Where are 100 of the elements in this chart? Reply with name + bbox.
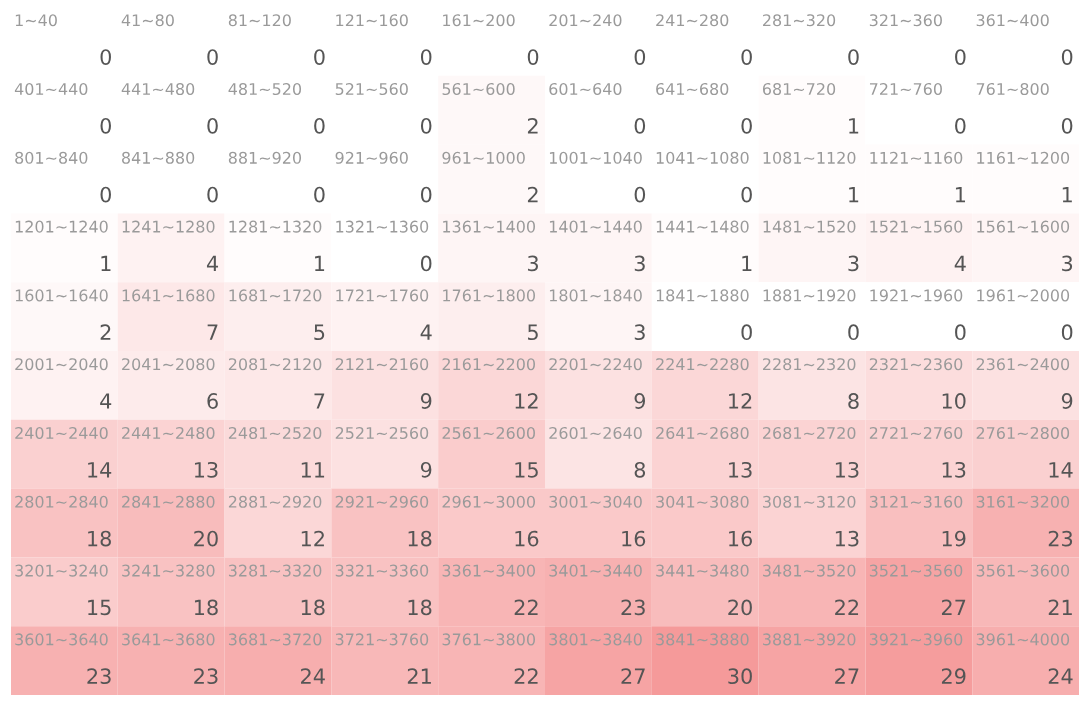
text: 1~40 <box>15 14 57 27</box>
data-label: 16 <box>622 530 646 547</box>
data-label: 0 <box>207 49 218 65</box>
text: 2321~2360 <box>869 358 963 371</box>
text: 3601~3640 <box>15 633 108 646</box>
data-label: 27 <box>621 668 645 684</box>
text: 2241~2280 <box>656 358 749 371</box>
text: 3081~3120 <box>763 495 856 508</box>
text: 1841~1880 <box>656 289 749 302</box>
text: 1041~1080 <box>656 151 749 164</box>
text: 561~600 <box>442 82 515 96</box>
text: 1801~1840 <box>549 289 642 302</box>
text: 3801~3840 <box>549 633 642 646</box>
data-label: 11 <box>301 462 325 478</box>
text: 2601~2640 <box>549 426 642 440</box>
data-label: 19 <box>942 530 966 547</box>
data-label: 5 <box>314 324 325 341</box>
text: 2641~2680 <box>656 426 749 440</box>
text: 3521~3560 <box>869 564 963 577</box>
data-label: 4 <box>420 324 432 340</box>
text: 3321~3360 <box>335 564 429 577</box>
data-label: 3 <box>634 255 645 272</box>
text: 2361~2400 <box>976 358 1070 371</box>
data-label: 18 <box>408 599 432 616</box>
text: 1441~1480 <box>656 220 749 233</box>
data-label: 0 <box>314 49 325 65</box>
text: 881~920 <box>228 151 302 164</box>
text: 1521~1560 <box>870 220 963 233</box>
data-label: 30 <box>728 668 752 685</box>
data-label: 0 <box>420 117 432 134</box>
data-label: 0 <box>634 117 646 134</box>
text: 1361~1400 <box>443 220 535 233</box>
data-label: 0 <box>100 117 111 134</box>
text: 41~80 <box>121 14 174 27</box>
text: 3761~3800 <box>442 633 535 646</box>
data-label: 10 <box>942 393 966 409</box>
text: 1601~1640 <box>15 289 108 302</box>
text: 401~440 <box>14 82 88 96</box>
data-label: 9 <box>634 393 646 409</box>
text: 481~520 <box>228 82 302 96</box>
text: 81~120 <box>228 14 291 27</box>
data-label: 13 <box>729 461 752 478</box>
data-label: 0 <box>420 186 432 203</box>
data-label: 3 <box>1062 255 1073 272</box>
data-label: 13 <box>194 461 218 478</box>
text: 1281~1320 <box>229 220 322 233</box>
data-label: 0 <box>741 117 752 134</box>
text: 2121~2160 <box>335 358 429 371</box>
text: 1561~1600 <box>977 220 1070 233</box>
data-label: 29 <box>941 668 966 685</box>
text: 2881~2920 <box>228 495 322 508</box>
text: 3361~3400 <box>442 564 535 577</box>
data-label: 0 <box>1061 117 1073 134</box>
text: 2961~3000 <box>442 495 535 508</box>
data-label: 27 <box>941 599 966 615</box>
data-label: 2 <box>100 324 111 340</box>
data-label: 0 <box>955 117 966 134</box>
text: 2761~2800 <box>976 426 1070 440</box>
text: 2481~2520 <box>228 426 322 440</box>
data-label: 13 <box>835 530 859 547</box>
data-label: 1 <box>849 118 859 134</box>
text: 2521~2560 <box>335 426 429 440</box>
text: 161~200 <box>443 14 515 27</box>
data-label: 20 <box>194 530 218 547</box>
data-label: 4 <box>206 255 219 271</box>
data-label: 27 <box>835 668 859 684</box>
data-label: 1 <box>1062 187 1072 203</box>
text: 1681~1720 <box>229 289 322 302</box>
text: 2681~2720 <box>763 426 856 440</box>
data-label: 9 <box>1061 393 1073 409</box>
text: 3881~3920 <box>763 633 856 646</box>
text: 1201~1240 <box>15 220 108 233</box>
data-label: 20 <box>728 599 752 616</box>
text: 3681~3720 <box>228 633 322 646</box>
data-label: 21 <box>1048 599 1072 615</box>
text: 3161~3200 <box>976 495 1070 508</box>
data-label: 12 <box>515 393 538 409</box>
data-label: 22 <box>514 599 538 615</box>
data-label: 0 <box>741 49 752 65</box>
data-label: 4 <box>954 255 966 271</box>
data-label: 0 <box>848 324 859 341</box>
data-label: 3 <box>848 255 859 272</box>
data-label: 15 <box>515 462 538 478</box>
text: 3121~3160 <box>869 495 963 508</box>
data-label: 16 <box>515 530 539 547</box>
text: 2001~2040 <box>15 358 108 371</box>
data-label: 16 <box>729 530 752 547</box>
text: 1721~1760 <box>336 289 429 302</box>
text: 2041~2080 <box>122 358 215 371</box>
data-label: 23 <box>621 599 645 616</box>
data-label: 7 <box>207 324 218 340</box>
data-label: 12 <box>301 530 324 547</box>
data-label: 2 <box>527 117 538 134</box>
text: 1321~1360 <box>336 220 429 233</box>
text: 3041~3080 <box>656 495 749 508</box>
data-label: 0 <box>207 117 218 134</box>
data-label: 0 <box>420 49 432 65</box>
data-label: 13 <box>942 461 966 478</box>
data-label: 23 <box>194 668 218 685</box>
text: 1161~1200 <box>977 151 1070 164</box>
